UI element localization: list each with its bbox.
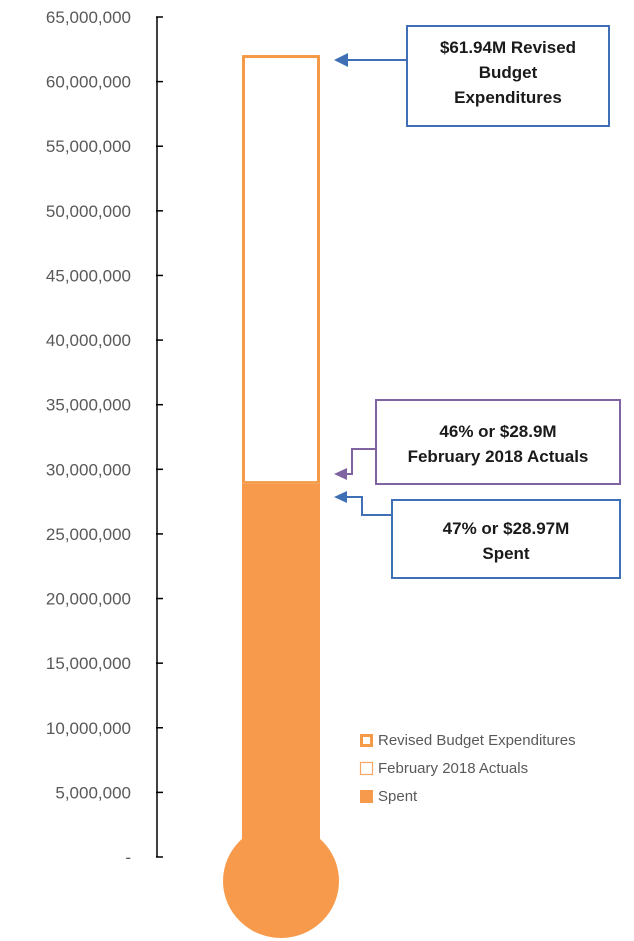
y-tick-label: 40,000,000 [46, 331, 131, 350]
legend-label-february-actuals: February 2018 Actuals [378, 760, 528, 777]
y-axis: - 5,000,000 10,000,000 15,000,000 20,000,000… [46, 8, 163, 867]
callout-budget-text: $61.94M Revised [440, 38, 576, 57]
callout-budget-text: Budget [479, 63, 538, 82]
callout-spent-text: 47% or $28.97M [443, 519, 570, 538]
callouts: $61.94M Revised Budget Expenditures 46% or … [334, 25, 621, 579]
y-tick-label: 60,000,000 [46, 73, 131, 92]
callout-actuals-text: 46% or $28.9M [439, 422, 556, 441]
bar-revised-budget [242, 55, 320, 485]
y-tick-label: 10,000,000 [46, 719, 131, 738]
y-tick-label: 30,000,000 [46, 460, 131, 479]
legend-label-spent: Spent [378, 788, 418, 805]
y-tick-label: 20,000,000 [46, 590, 131, 609]
callout-budget-text: Expenditures [454, 88, 562, 107]
y-tick-label: 5,000,000 [55, 783, 131, 802]
callout-spent-box [391, 499, 621, 579]
y-tick-label: - [125, 848, 131, 867]
callout-actuals-arrowhead [334, 468, 347, 480]
y-tick-label: 25,000,000 [46, 525, 131, 544]
thermometer-bars [223, 55, 339, 938]
callout-budget-box [406, 25, 610, 127]
callout-actuals-text: February 2018 Actuals [408, 447, 589, 466]
y-tick-label: 65,000,000 [46, 8, 131, 27]
legend-marker-revised-budget [360, 734, 373, 747]
callout-budget-arrowhead [334, 53, 348, 67]
y-tick-label: 15,000,000 [46, 654, 131, 673]
callout-spent-leader [346, 496, 392, 516]
bar-spent [242, 482, 320, 867]
legend-label-revised-budget: Revised Budget Expenditures [378, 732, 576, 749]
y-tick-label: 50,000,000 [46, 202, 131, 221]
callout-actuals-box [375, 399, 621, 485]
callout-actuals-leader [345, 448, 376, 475]
y-tick-label: 45,000,000 [46, 266, 131, 285]
legend-marker-february-actuals [359, 761, 374, 776]
legend-marker-spent [360, 790, 373, 803]
y-tick-label: 55,000,000 [46, 137, 131, 156]
y-tick-label: 35,000,000 [46, 396, 131, 415]
callout-spent-arrowhead [334, 491, 347, 503]
legend: Revised Budget Expenditures February 2018… [359, 732, 576, 805]
callout-spent-text: Spent [482, 544, 530, 563]
